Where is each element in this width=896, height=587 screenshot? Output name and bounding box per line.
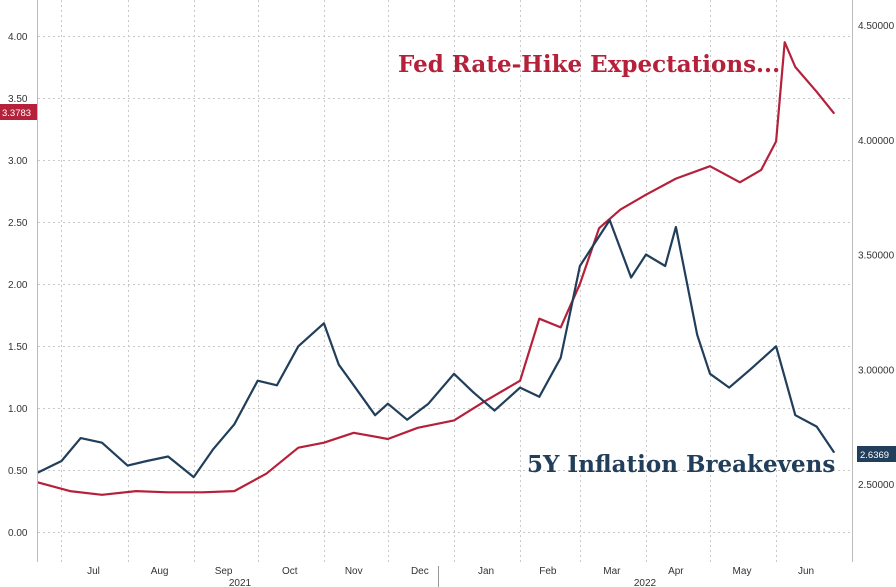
month-tick-label: Apr xyxy=(668,566,684,577)
right-tick-label: 2.50000 xyxy=(858,480,895,491)
month-tick-label: Mar xyxy=(603,566,621,577)
year-label: 2022 xyxy=(634,578,657,587)
last-value-breakevens: 2.6369 xyxy=(860,450,889,461)
last-value-fed: 3.3783 xyxy=(2,108,31,119)
grid xyxy=(38,0,852,562)
series-label-5y-breakevens: 5Y Inflation Breakevens xyxy=(527,451,835,478)
month-tick-label: May xyxy=(733,566,752,577)
left-tick-label: 3.00 xyxy=(8,156,28,167)
series-line-fed-rate-hike xyxy=(36,41,835,496)
last-value-tag-fed: 3.3783 xyxy=(0,104,38,120)
left-tick-label: 1.00 xyxy=(8,404,28,415)
left-tick-label: 0.00 xyxy=(8,528,28,539)
month-tick-label: Aug xyxy=(151,566,169,577)
left-tick-label: 0.50 xyxy=(8,466,28,477)
month-tick-label: Nov xyxy=(345,566,363,577)
month-tick-label: Jun xyxy=(798,566,814,577)
series-line-5y-breakevens xyxy=(36,219,835,479)
left-tick-label: 2.00 xyxy=(8,280,28,291)
left-tick-label: 3.50 xyxy=(8,94,28,105)
right-axis: 2.50000 3.00000 3.50000 4.00000 4.50000 xyxy=(858,21,895,491)
month-tick-label: Jul xyxy=(87,566,100,577)
month-tick-label: Dec xyxy=(411,566,429,577)
right-tick-label: 3.00000 xyxy=(858,365,895,376)
series-label-fed-rate-hike: Fed Rate-Hike Expectations... xyxy=(398,51,780,78)
x-axis: Jul Aug Sep Oct Nov Dec Jan Feb Mar Apr May Jun 2021… xyxy=(87,566,814,587)
month-tick-label: Sep xyxy=(215,566,233,577)
left-tick-label: 2.50 xyxy=(8,218,28,229)
year-label: 2021 xyxy=(229,578,252,587)
left-tick-label: 1.50 xyxy=(8,342,28,353)
left-axis: 0.00 0.50 1.00 1.50 2.00 2.50 3.00 3.50 4.00 xyxy=(8,32,28,539)
month-tick-label: Oct xyxy=(282,566,298,577)
series-lines xyxy=(36,41,835,496)
last-value-tag-breakevens: 2.6369 xyxy=(857,446,896,462)
right-tick-label: 4.00000 xyxy=(858,136,895,147)
month-tick-label: Feb xyxy=(539,566,557,577)
left-tick-label: 4.00 xyxy=(8,32,28,43)
month-tick-label: Jan xyxy=(478,566,494,577)
right-tick-label: 4.50000 xyxy=(858,21,895,32)
right-tick-label: 3.50000 xyxy=(858,251,895,262)
